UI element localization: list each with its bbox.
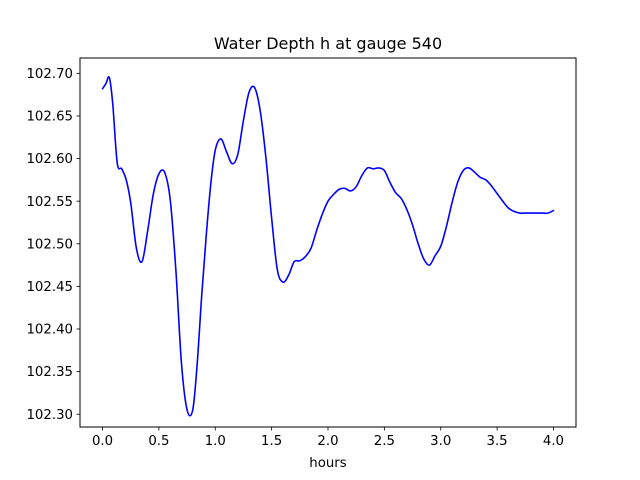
x-tick-label: 0.5 — [148, 434, 169, 449]
y-tick-label: 102.70 — [26, 67, 73, 82]
series-layer — [101, 76, 555, 417]
y-tick-label: 102.45 — [26, 280, 73, 295]
x-tick-label: 4.0 — [543, 434, 564, 449]
x-tick-label: 1.5 — [261, 434, 282, 449]
x-tick-label: 3.0 — [430, 434, 451, 449]
y-axis-ticks: 102.30 102.35 102.40 102.45 102.50 102.55 102.… — [26, 67, 80, 423]
x-axis-ticks: 0.0 0.5 1.0 1.5 2.0 2.5 3.0 3.5 4.0 — [92, 427, 564, 449]
y-tick-label: 102.35 — [26, 365, 73, 380]
y-tick-label: 102.50 — [26, 237, 73, 252]
x-tick-label: 0.0 — [92, 434, 113, 449]
y-tick-label: 102.55 — [26, 195, 73, 210]
series-line-0 — [101, 76, 555, 417]
x-tick-label: 2.5 — [374, 434, 395, 449]
chart-title: Water Depth h at gauge 540 — [214, 34, 442, 53]
y-tick-label: 102.60 — [26, 152, 73, 167]
x-tick-label: 2.0 — [317, 434, 338, 449]
y-tick-label: 102.65 — [26, 110, 73, 125]
plot-frame — [79, 57, 577, 428]
y-tick-label: 102.30 — [26, 408, 73, 423]
y-tick-label: 102.40 — [26, 323, 73, 338]
x-tick-label: 3.5 — [487, 434, 508, 449]
x-tick-label: 1.0 — [205, 434, 226, 449]
x-axis-label: hours — [309, 456, 346, 471]
